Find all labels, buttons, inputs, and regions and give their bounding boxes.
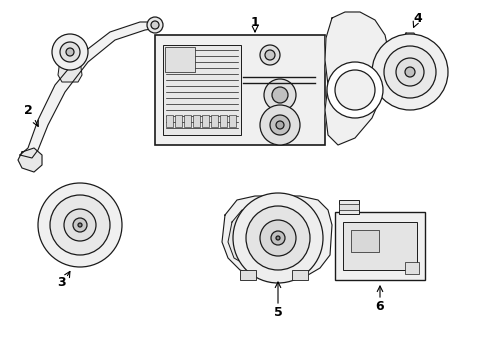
- Circle shape: [395, 58, 423, 86]
- Circle shape: [260, 220, 295, 256]
- Bar: [155, 35, 325, 145]
- Circle shape: [73, 218, 87, 232]
- Bar: [334, 212, 424, 280]
- Polygon shape: [222, 196, 331, 275]
- Circle shape: [271, 87, 287, 103]
- Bar: [210, 115, 218, 127]
- Bar: [220, 115, 226, 127]
- Bar: [240, 270, 256, 280]
- Bar: [165, 115, 173, 127]
- Bar: [163, 45, 241, 135]
- Circle shape: [38, 183, 122, 267]
- Bar: [193, 115, 200, 127]
- Circle shape: [334, 70, 374, 110]
- Bar: [291, 270, 307, 280]
- Polygon shape: [325, 12, 389, 145]
- Circle shape: [371, 34, 447, 110]
- Circle shape: [232, 193, 323, 283]
- Circle shape: [269, 115, 289, 135]
- Polygon shape: [403, 33, 415, 44]
- Circle shape: [264, 50, 274, 60]
- Circle shape: [383, 46, 435, 98]
- Bar: [164, 47, 195, 72]
- Circle shape: [147, 17, 163, 33]
- Bar: [183, 115, 191, 127]
- Polygon shape: [20, 22, 158, 158]
- Circle shape: [260, 105, 299, 145]
- Polygon shape: [65, 205, 95, 218]
- Circle shape: [245, 206, 309, 270]
- Circle shape: [66, 48, 74, 56]
- Text: 6: 6: [375, 300, 384, 312]
- Text: 3: 3: [58, 275, 66, 288]
- Text: 4: 4: [413, 12, 422, 24]
- Circle shape: [60, 42, 80, 62]
- Polygon shape: [58, 60, 82, 82]
- Bar: [338, 200, 358, 214]
- Text: 2: 2: [23, 104, 32, 117]
- Bar: [404, 262, 418, 274]
- Polygon shape: [18, 148, 42, 172]
- Circle shape: [78, 223, 82, 227]
- Circle shape: [326, 62, 382, 118]
- Circle shape: [264, 79, 295, 111]
- Text: 5: 5: [273, 306, 282, 319]
- Bar: [228, 115, 236, 127]
- Text: 1: 1: [250, 17, 259, 30]
- Circle shape: [404, 67, 414, 77]
- Bar: [175, 115, 182, 127]
- Circle shape: [275, 121, 284, 129]
- Bar: [350, 230, 378, 252]
- Circle shape: [260, 45, 280, 65]
- Circle shape: [52, 34, 88, 70]
- Circle shape: [50, 195, 110, 255]
- Bar: [338, 204, 358, 210]
- Circle shape: [151, 21, 159, 29]
- Polygon shape: [227, 210, 317, 266]
- Circle shape: [275, 236, 280, 240]
- Bar: [202, 115, 208, 127]
- Circle shape: [64, 209, 96, 241]
- Circle shape: [270, 231, 285, 245]
- Bar: [342, 222, 416, 270]
